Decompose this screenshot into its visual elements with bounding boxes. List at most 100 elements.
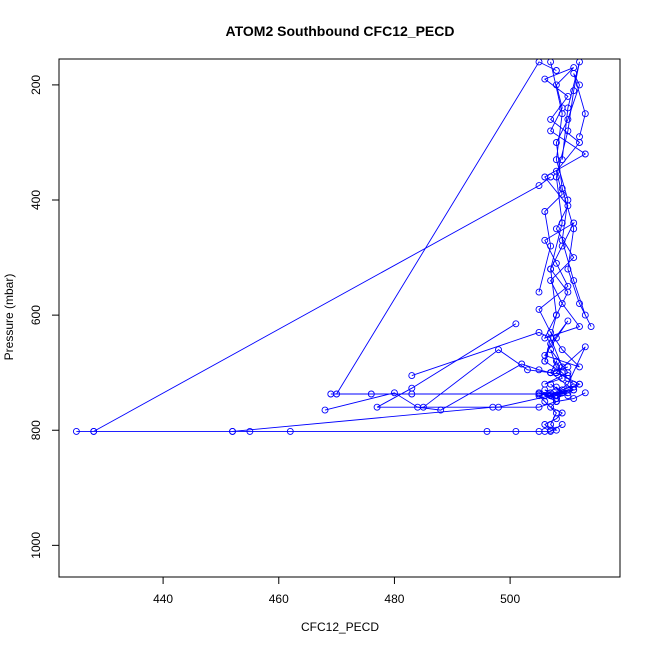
series-line-11 [544,61,580,362]
data-point [547,115,555,123]
data-point [558,389,566,397]
data-point [581,389,589,397]
data-point [558,236,566,244]
data-point [581,110,589,118]
data-point [535,366,543,374]
x-tick-label: 440 [153,592,173,606]
data-point [547,334,555,342]
data-point [581,150,589,158]
data-point [535,403,543,411]
axes: 440 460 480 500 200 400 600 800 1000 [29,75,520,606]
data-point [570,395,578,403]
data-point [576,323,583,331]
data-point [558,110,566,118]
data-point [90,427,98,435]
data-point [570,383,578,391]
data-point [570,87,578,95]
data-point [558,156,566,164]
data-point [547,403,555,411]
data-point [576,380,583,388]
data-point [552,409,560,417]
data-point [541,75,549,83]
data-point [576,300,583,308]
data-point [564,380,572,388]
data-point [547,369,555,377]
series-line-2 [376,323,586,408]
data-point [419,403,427,411]
data-point [576,363,583,371]
data-point [512,427,520,435]
data-point [552,383,560,391]
data-point [547,380,555,388]
data-point [570,225,578,233]
data-point [558,219,566,227]
data-point [570,254,578,262]
data-point [535,390,543,398]
data-point [321,406,329,414]
data-point [587,323,595,331]
series-line-6 [93,176,551,432]
data-point [558,346,566,354]
series-line-8 [423,349,569,408]
data-point [558,185,566,192]
series-line-0 [538,67,587,431]
data-point [408,372,416,380]
data-point [541,357,549,365]
data-point [535,182,543,190]
data-point [483,427,491,435]
data-point [489,403,497,411]
data-point [570,277,578,285]
y-tick-label: 200 [29,75,43,95]
data-point [72,427,80,435]
data-point [564,372,572,380]
data-point [437,406,445,414]
data-point [564,265,572,273]
data-point [552,173,560,181]
data-point [558,300,566,308]
data-point [524,366,531,374]
data-point [535,288,543,296]
plot-frame [58,58,621,578]
data-point [552,398,560,405]
data-point [581,311,589,319]
data-point [564,363,572,371]
data-point [547,127,555,135]
chart-title: ATOM2 Southbound CFC12_PECD [226,23,455,39]
data-point [286,427,294,435]
data-point [552,311,560,319]
data-point [229,427,236,435]
data-point [367,390,375,398]
y-axis-label: Pressure (mbar) [2,274,16,361]
data-point [541,236,549,244]
y-tick-label: 800 [29,420,43,440]
data-point [535,305,543,313]
y-tick-label: 400 [29,190,43,210]
x-tick-label: 500 [500,592,520,606]
data-point [547,427,555,435]
data-point [495,346,502,354]
x-axis-label: CFC12_PECD [301,620,379,634]
data-point [333,390,341,398]
data-point [535,59,543,66]
data-point [547,265,555,273]
data-point [558,421,566,428]
y-tick-label: 600 [29,305,43,325]
x-tick-label: 460 [269,592,289,606]
data-point [552,259,560,267]
series-line-7 [336,61,557,395]
data-point [541,208,549,215]
x-tick-label: 480 [384,592,404,606]
data-point [541,398,549,405]
data-point [564,196,572,204]
series-line-10 [550,61,592,327]
data-point [552,357,560,365]
data-point [373,403,381,411]
data-point [552,225,560,233]
data-point [390,389,398,397]
data-point [408,390,416,398]
data-point [564,115,572,123]
data-point [547,59,555,66]
data-point [564,317,572,325]
data-point [246,427,254,435]
